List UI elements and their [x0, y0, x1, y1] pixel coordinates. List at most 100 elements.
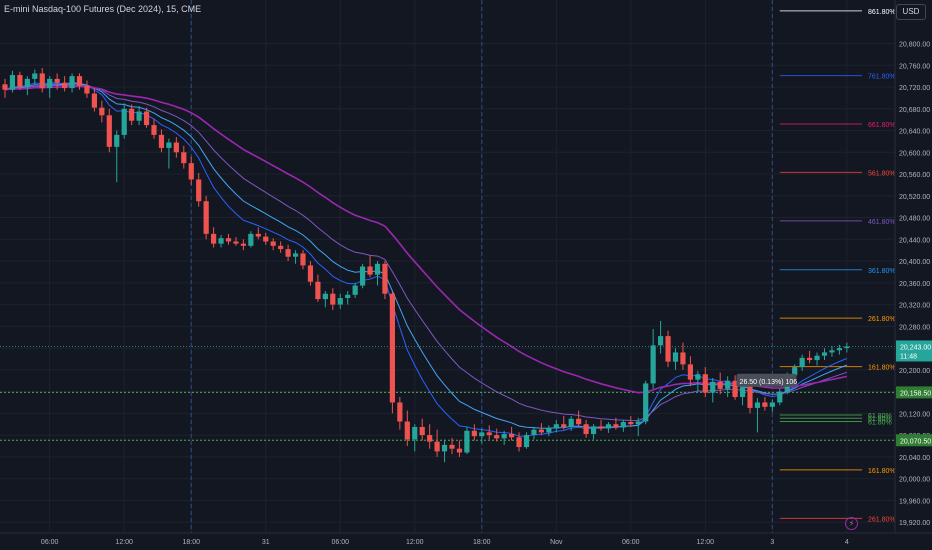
candle-body [695, 374, 701, 380]
candle-body [352, 285, 358, 295]
fib-level-label: 761.80% [868, 74, 896, 81]
fib-level-label: 61.80% [868, 416, 892, 423]
candle-body [263, 236, 269, 242]
candle-body [464, 430, 470, 453]
price-tick-label: 20,560.00 [899, 172, 930, 179]
candle-body [702, 374, 708, 393]
candle-body [374, 263, 381, 275]
candle-body [17, 75, 23, 88]
time-tick-label: Nov [550, 539, 563, 546]
candle-body [620, 422, 626, 428]
candle-body [404, 421, 410, 440]
candle-body [32, 73, 38, 79]
candle-body [345, 294, 351, 299]
candle-body [240, 243, 246, 246]
fib-level-label: 461.80% [868, 219, 896, 226]
candle-body [382, 263, 388, 294]
candle-body [546, 428, 552, 433]
symbol-title[interactable]: E-mini Nasdaq-100 Futures (Dec 2024), 15… [4, 4, 202, 14]
fib-level-label: 61.80% [868, 420, 892, 427]
candle-body [605, 424, 612, 429]
time-tick-label: 06:00 [331, 539, 349, 546]
time-tick-label: 12:00 [406, 539, 424, 546]
candle-body [650, 345, 656, 384]
candle-body [777, 391, 783, 403]
candle-body [285, 249, 291, 257]
candle-body [129, 108, 135, 121]
candle-body [248, 233, 254, 246]
candle-body [672, 352, 679, 362]
candle-body [99, 107, 105, 116]
candle-body [635, 421, 641, 425]
candle-body [568, 418, 574, 427]
candle-body [710, 381, 716, 393]
candle-body [367, 266, 373, 275]
price-tag-box [896, 434, 932, 447]
price-tick-label: 20,320.00 [899, 303, 930, 310]
candle-body [717, 381, 723, 389]
price-tag-box [896, 386, 932, 399]
time-tick-label: 31 [262, 539, 270, 546]
candle-body [278, 245, 284, 250]
candle-body [456, 448, 463, 453]
candle-body [538, 429, 544, 433]
fib-level-label: 261.80% [868, 316, 896, 323]
fib-level-label: 261.80% [868, 516, 896, 523]
price-tick-label: 20,200.00 [899, 368, 930, 375]
time-tick-label: 12:00 [697, 539, 715, 546]
candle-body [754, 402, 761, 408]
candle-body [583, 424, 589, 435]
candle-body [136, 111, 142, 121]
candle-body [106, 115, 112, 147]
candle-body [590, 426, 597, 435]
price-tick-label: 20,000.00 [899, 477, 930, 484]
candle-body [523, 435, 530, 448]
candle-body [479, 432, 485, 437]
time-tick-label: 18:00 [473, 539, 491, 546]
price-tick-label: 20,480.00 [899, 216, 930, 223]
price-tick-label: 20,360.00 [899, 281, 930, 288]
time-axis [0, 533, 932, 550]
candle-body [747, 386, 753, 408]
time-tick-label: 18:00 [182, 539, 200, 546]
candle-body [91, 93, 97, 108]
candle-body [807, 357, 813, 361]
candle-body [397, 402, 403, 422]
candle-body [531, 429, 537, 436]
time-tick-label: 06:00 [41, 539, 59, 546]
candle-body [203, 201, 209, 234]
candle-body [69, 76, 75, 89]
candle-body [441, 444, 448, 452]
price-tag-label: 20,158.50 [900, 390, 931, 397]
price-tick-label: 20,720.00 [899, 85, 930, 92]
candle-body [494, 435, 500, 439]
time-tick-label: 3 [770, 539, 774, 546]
candle-body [739, 386, 746, 398]
candle-body [143, 111, 150, 126]
price-tick-label: 20,760.00 [899, 63, 930, 70]
candle-body [598, 426, 604, 429]
candle-body [613, 424, 619, 428]
price-tick-label: 20,680.00 [899, 107, 930, 114]
candle-body [799, 357, 805, 368]
price-tick-label: 20,520.00 [899, 194, 930, 201]
price-axis [895, 0, 932, 550]
currency-button[interactable]: USD [896, 4, 926, 20]
candle-body [471, 430, 477, 437]
fib-level-label: 61.80% [868, 413, 892, 420]
candle-body [687, 364, 693, 380]
candle-body [680, 352, 686, 365]
candle-body [844, 346, 850, 349]
lightning-icon[interactable]: ⚡ [845, 517, 858, 530]
candle-body [47, 78, 53, 89]
candle-body [225, 238, 232, 242]
candle-body [561, 424, 567, 427]
fib-level-label: 561.80% [868, 170, 896, 177]
measure-label: 26.50 (0.13%) 106 [740, 379, 798, 386]
candle-body [449, 444, 455, 449]
candle-body [270, 241, 276, 246]
candle-body [84, 85, 90, 94]
price-tick-label: 20,600.00 [899, 150, 930, 157]
